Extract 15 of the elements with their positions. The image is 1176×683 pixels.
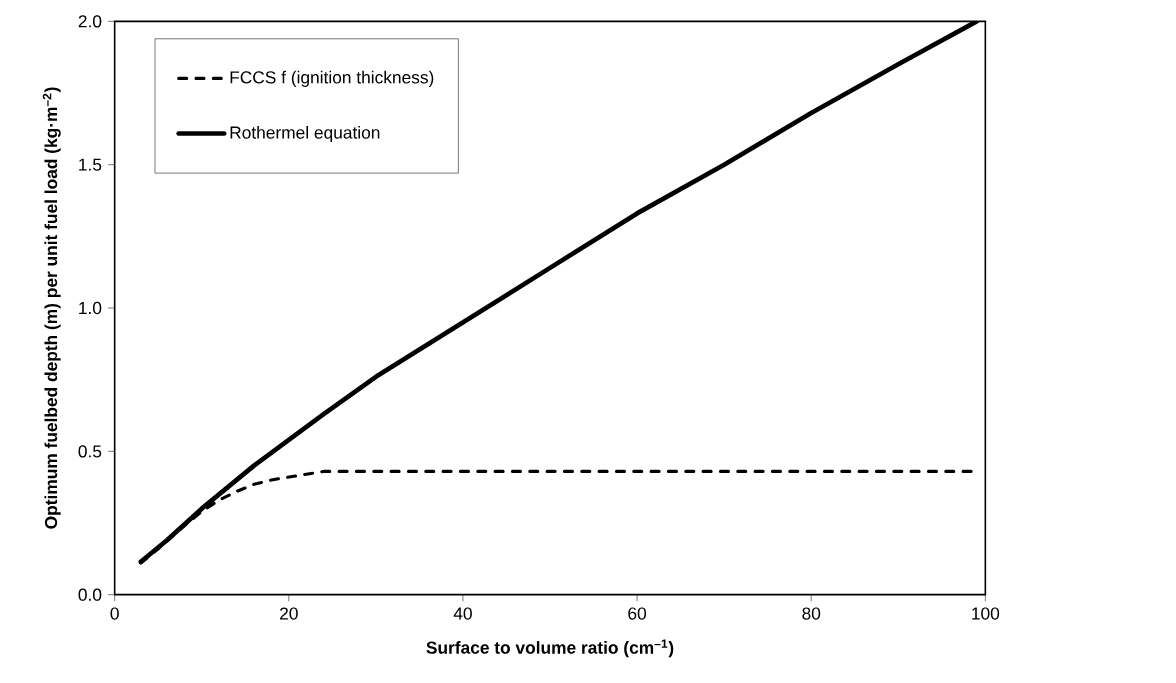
y-tick-label: 1.5 — [79, 158, 102, 171]
x-tick-label: 60 — [628, 607, 647, 620]
x-tick-label: 20 — [280, 607, 298, 620]
x-tick-label: 80 — [802, 607, 821, 620]
legend-label: FCCS f (ignition thickness) — [230, 70, 434, 88]
x-axis-title: Surface to volume ratio (cm$^{–1}$) — [426, 639, 674, 658]
legend-label: Rothermel equation — [230, 126, 380, 143]
y-tick-label: 2.0 — [78, 15, 102, 28]
y-tick-label: 1.0 — [79, 302, 102, 315]
x-tick-label: 40 — [453, 607, 472, 620]
x-tick-label: 100 — [972, 607, 1000, 620]
x-tick-label: 0 — [110, 607, 119, 620]
y-tick-label: 0.5 — [78, 445, 102, 458]
y-tick-label: 0.0 — [78, 588, 102, 601]
y-axis-title: Optimum fuelbed depth (m) per unit fuel load (kg·m$^{–2}$) — [42, 87, 61, 529]
